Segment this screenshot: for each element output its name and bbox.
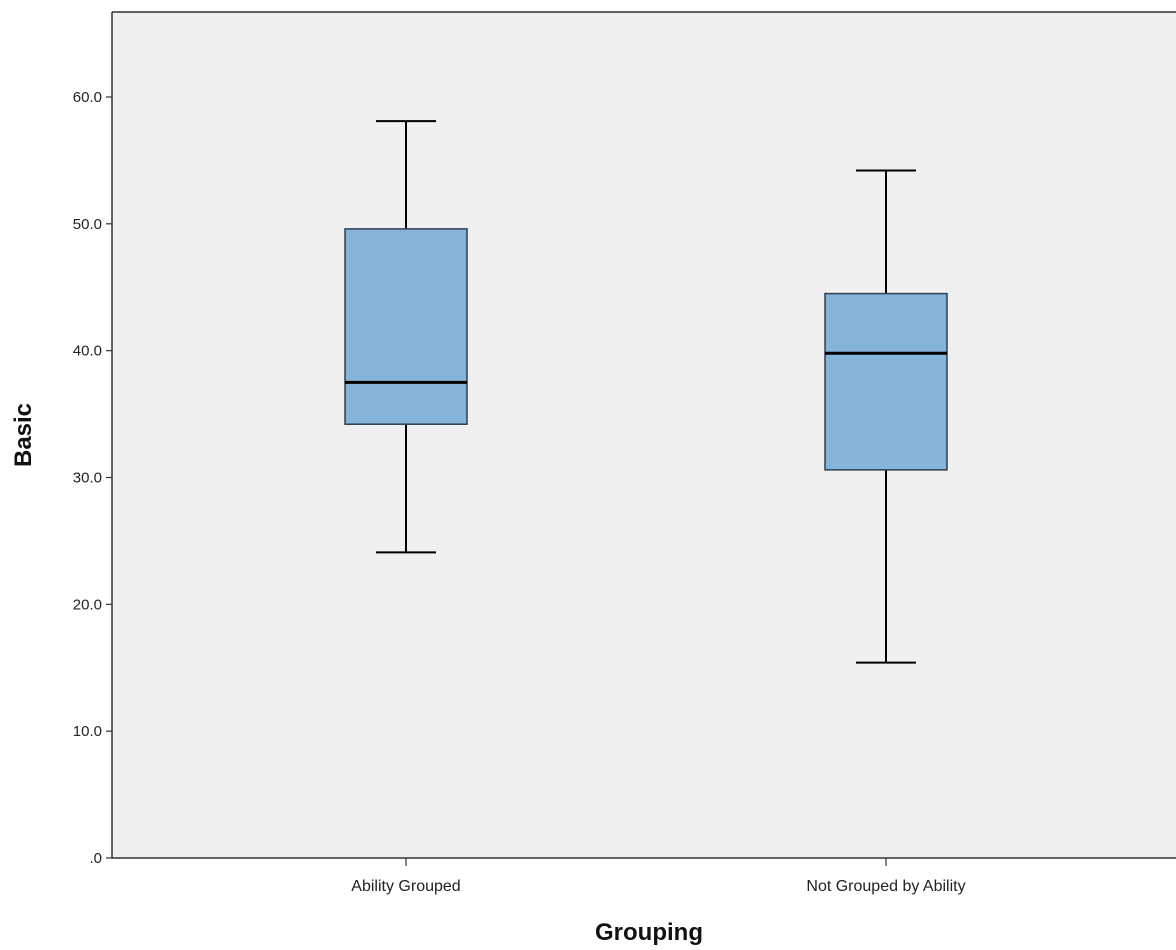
box-2 (824, 169, 948, 664)
y-tick-label: 30.0 (73, 469, 102, 486)
y-tick-label: 60.0 (73, 89, 102, 106)
x-axis-title: Grouping (595, 919, 703, 946)
box-1 (344, 120, 468, 554)
y-axis-title: Basic (10, 403, 37, 467)
y-tick-label: 50.0 (73, 216, 102, 233)
iqr-box (824, 292, 948, 471)
x-tick-label: Not Grouped by Ability (806, 878, 965, 895)
y-tick-label: 40.0 (73, 343, 102, 360)
x-axis: Ability Grouped Not Grouped by Ability (112, 857, 1176, 895)
x-tick-label: Ability Grouped (351, 878, 460, 895)
y-tick-label: 20.0 (73, 596, 102, 613)
y-tick-label: 10.0 (73, 723, 102, 740)
y-tick-label: .0 (89, 850, 102, 867)
y-axis: .0 10.0 20.0 30.0 40.0 50.0 60.0 (73, 11, 1176, 867)
box-series (344, 120, 948, 664)
plot-area (112, 12, 1176, 858)
iqr-box (344, 228, 468, 425)
